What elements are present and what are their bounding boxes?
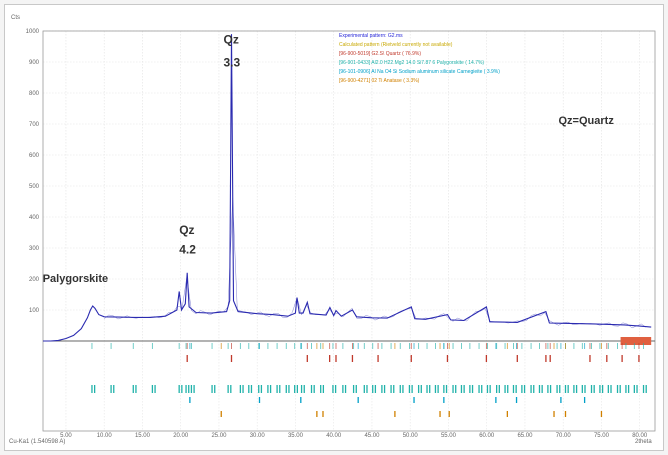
series-noise bbox=[104, 198, 646, 329]
x-tick-label: 25.00 bbox=[211, 433, 227, 439]
y-tick-label: 600 bbox=[29, 153, 40, 159]
legend-entry: [96-900-5019] G2.S\ Quartz ( 76.9%) bbox=[339, 51, 421, 57]
pattern-series bbox=[43, 34, 655, 345]
y-tick-label: 700 bbox=[29, 122, 40, 128]
x-tick-label: 10.00 bbox=[97, 433, 113, 439]
y-tick-label: 300 bbox=[29, 246, 40, 252]
peak-annotation: 3.3 bbox=[223, 56, 240, 70]
legend-entry: [96-101-0906] Al Na O4 Si Sodium aluminu… bbox=[339, 69, 500, 75]
peak-annotation: 4.2 bbox=[179, 243, 196, 257]
x-tick-label: 30.00 bbox=[250, 433, 266, 439]
x-tick-label: 15.00 bbox=[135, 433, 151, 439]
legend-entry: Calculated pattern (Rietveld currently n… bbox=[339, 42, 453, 48]
y-tick-label: 500 bbox=[29, 184, 40, 190]
grid-lines bbox=[42, 30, 656, 432]
peak-annotation: Qz bbox=[179, 223, 194, 237]
x-tick-label: 40.00 bbox=[326, 433, 342, 439]
peak-annotations: Qz 3.3 Qz 4.2 Palygorskite Qz=Quartz bbox=[43, 32, 615, 285]
radiation-label: Cu-Ka1 (1.540598 A) bbox=[9, 439, 65, 445]
x-tick-label: 20.00 bbox=[173, 433, 189, 439]
xrd-pattern-chart: Cts 2theta Cu-Ka1 (1.540598 A) 100 200 300… bbox=[5, 5, 663, 450]
series-line bbox=[43, 34, 652, 342]
x-axis-unit-label: 2theta bbox=[635, 439, 652, 445]
y-tick-labels: 100 200 300 400 500 600 700 800 900 1000 bbox=[26, 29, 40, 314]
y-tick-label: 400 bbox=[29, 215, 40, 221]
legend: Experimental pattern: G2.ms Calculated pa… bbox=[339, 33, 500, 84]
legend-entry: [96-900-4271] 02 Ti Anatase ( 3.3%) bbox=[339, 78, 420, 84]
axes: Cts 2theta Cu-Ka1 (1.540598 A) bbox=[9, 15, 652, 445]
x-tick-label: 65.00 bbox=[517, 433, 533, 439]
legend-entry: Experimental pattern: G2.ms bbox=[339, 33, 403, 39]
y-tick-label: 1000 bbox=[26, 29, 40, 35]
peak-annotation: Qz=Quartz bbox=[559, 115, 615, 127]
xrd-plot-panel: Cts 2theta Cu-Ka1 (1.540598 A) 100 200 300… bbox=[4, 4, 664, 451]
peak-annotation: Qz bbox=[223, 32, 238, 46]
x-tick-label: 50.00 bbox=[403, 433, 419, 439]
y-tick-label: 900 bbox=[29, 60, 40, 66]
y-tick-label: 200 bbox=[29, 277, 40, 283]
x-tick-label: 55.00 bbox=[441, 433, 457, 439]
y-tick-label: 800 bbox=[29, 91, 40, 97]
x-tick-label: 35.00 bbox=[288, 433, 304, 439]
legend-entry: [96-901-0433] Al2.0 H22.Mg2 14.0 Si7.87 … bbox=[339, 60, 484, 66]
x-tick-label: 60.00 bbox=[479, 433, 495, 439]
x-tick-label: 45.00 bbox=[364, 433, 380, 439]
reference-pattern-ticks bbox=[91, 343, 647, 417]
x-tick-label: 70.00 bbox=[556, 433, 572, 439]
x-tick-labels: 5.00 10.00 15.00 20.00 25.00 30.00 35.00 40.00 4… bbox=[60, 433, 648, 439]
y-tick-label: 100 bbox=[29, 308, 40, 314]
y-axis-unit-label: Cts bbox=[11, 15, 20, 21]
residual-band bbox=[620, 337, 652, 345]
x-tick-label: 5.00 bbox=[60, 433, 72, 439]
peak-annotation: Palygorskite bbox=[43, 273, 108, 285]
x-tick-label: 75.00 bbox=[594, 433, 610, 439]
x-tick-label: 80.00 bbox=[632, 433, 648, 439]
